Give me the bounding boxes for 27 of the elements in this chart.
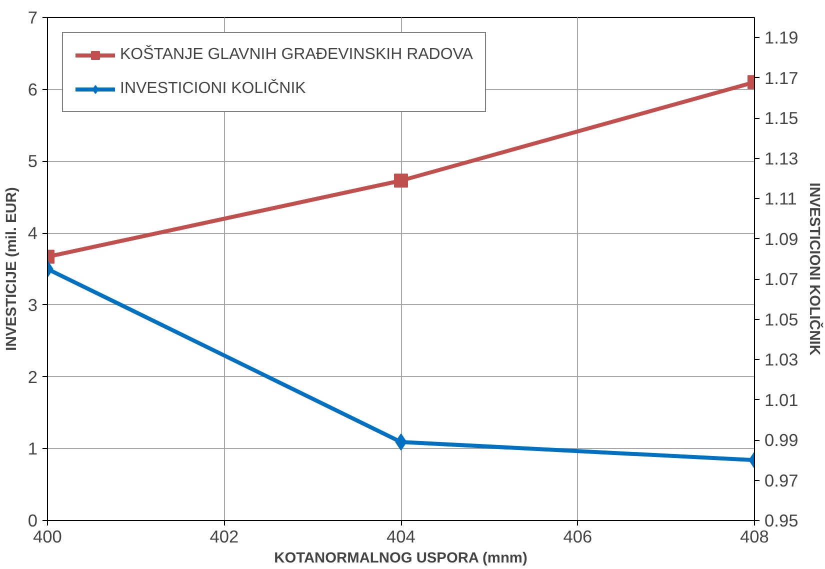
y2-tick-label: 1.11 xyxy=(764,188,797,209)
y2-tick-label: 0.99 xyxy=(764,430,798,450)
y2-tick-label: 0.97 xyxy=(764,470,798,490)
y2-tick-label: 1.13 xyxy=(764,148,798,168)
y-axis-title: INVESTICIJE (mil. EUR) xyxy=(4,187,20,351)
y-tick-label: 3 xyxy=(28,294,38,315)
y2-axis-title: INVESTICIONI KOLIČNIK xyxy=(806,182,824,356)
y-tick-label: 6 xyxy=(28,79,38,100)
x-tick-label: 402 xyxy=(210,526,239,546)
x-tick-label: 404 xyxy=(386,526,416,546)
x-axis-title: KOTANORMALNOG USPORA (mnm) xyxy=(274,550,528,566)
y2-tick-label: 1.05 xyxy=(764,309,798,330)
y2-tick-label: 1.03 xyxy=(764,350,798,370)
x-tick-label: 406 xyxy=(563,526,592,546)
y2-tick-label: 1.07 xyxy=(764,269,798,290)
y2-tick-label: 1.15 xyxy=(764,108,798,128)
y-tick-label: 2 xyxy=(28,366,38,387)
legend-label: KOŠTANJE GLAVNIH GRAĐEVINSKIH RADOVA xyxy=(120,46,473,64)
legend-label: INVESTICIONI KOLIČNIK xyxy=(120,80,306,98)
y-tick-label: 1 xyxy=(28,438,38,459)
y2-tick-label: 1.01 xyxy=(764,390,798,410)
y2-tick-label: 1.09 xyxy=(764,228,798,249)
y-tick-label: 5 xyxy=(28,151,38,172)
y-tick-label: 7 xyxy=(28,8,38,28)
y2-tick-label: 1.17 xyxy=(764,68,798,88)
y2-tick-label: 1.19 xyxy=(764,28,798,48)
y-tick-label: 4 xyxy=(28,223,38,244)
